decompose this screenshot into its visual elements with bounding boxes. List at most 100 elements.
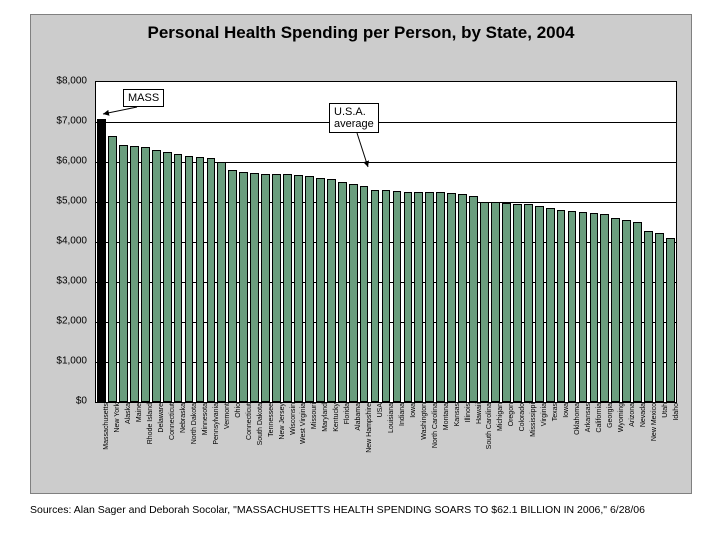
bar xyxy=(436,192,445,402)
gridline xyxy=(96,162,676,163)
y-tick-label: $2,000 xyxy=(56,316,87,327)
x-tick-label: Maryland xyxy=(322,403,329,432)
x-tick-label: Missouri xyxy=(311,403,318,429)
y-tick-label: $0 xyxy=(76,396,87,407)
x-tick-label: Tennessee xyxy=(268,403,275,437)
x-tick-label: Vermont xyxy=(224,403,231,429)
x-tick-label: Rhode Island xyxy=(147,403,154,444)
bar xyxy=(207,158,216,402)
bar xyxy=(360,186,369,402)
bar xyxy=(535,206,544,402)
bar xyxy=(404,192,413,402)
bar xyxy=(546,208,555,402)
gridline xyxy=(96,122,676,123)
x-tick-label: New Jersey xyxy=(279,403,286,440)
x-tick-label: Illinois xyxy=(465,403,472,422)
x-tick-label: Oklahoma xyxy=(574,403,581,435)
bar xyxy=(393,191,402,402)
bar xyxy=(633,222,642,402)
x-tick-label: Delaware xyxy=(158,403,165,433)
bar xyxy=(469,196,478,402)
x-tick-label: North Dakota xyxy=(191,403,198,444)
x-tick-label: Massachusetts xyxy=(103,403,110,450)
bar xyxy=(491,202,500,402)
x-tick-label: Michigan xyxy=(497,403,504,431)
callout-box: U.S.A. average xyxy=(329,103,379,133)
bar xyxy=(644,231,653,402)
bar xyxy=(557,210,566,402)
bar xyxy=(228,170,237,402)
x-tick-label: Arkansas xyxy=(585,403,592,432)
x-tick-label: Georgia xyxy=(607,403,614,428)
y-tick-label: $7,000 xyxy=(56,116,87,127)
bar xyxy=(655,233,664,402)
bar xyxy=(502,203,511,402)
x-tick-label: Oregon xyxy=(508,403,515,426)
x-tick-label: Utah xyxy=(662,403,669,418)
x-tick-label: South Dakota xyxy=(257,403,264,445)
x-tick-label: Montana xyxy=(443,403,450,430)
x-tick-label: Florida xyxy=(344,403,351,424)
bar xyxy=(108,136,117,402)
bar xyxy=(119,145,128,402)
x-tick-label: New York xyxy=(114,403,121,433)
bar xyxy=(261,174,270,402)
x-tick-label: Alaska xyxy=(125,403,132,424)
x-tick-label: Maine xyxy=(136,403,143,422)
bar xyxy=(163,152,172,402)
y-tick-label: $5,000 xyxy=(56,196,87,207)
bar xyxy=(174,154,183,402)
bar xyxy=(294,175,303,402)
bar xyxy=(600,214,609,402)
x-tick-label: Kansas xyxy=(454,403,461,426)
bar xyxy=(152,150,161,402)
page: Personal Health Spending per Person, by … xyxy=(0,0,720,540)
bar xyxy=(480,202,489,402)
bar xyxy=(349,184,358,402)
bar xyxy=(590,213,599,402)
bar xyxy=(568,211,577,402)
x-tick-label: Connecticut xyxy=(169,403,176,440)
x-axis-labels: Massachusetts New York Alaska Maine Rhode Is… xyxy=(95,403,675,489)
bar xyxy=(666,238,675,402)
x-tick-label: Iowa xyxy=(410,403,417,418)
x-tick-label: Nebraska xyxy=(180,403,187,433)
plot-area xyxy=(95,81,677,403)
bar xyxy=(414,192,423,402)
x-tick-label: Virginia xyxy=(541,403,548,426)
bar xyxy=(371,190,380,402)
bar xyxy=(447,193,456,402)
x-tick-label: South Carolina xyxy=(486,403,493,449)
bar xyxy=(579,212,588,402)
x-tick-label: Ohio xyxy=(235,403,242,418)
bar xyxy=(425,192,434,402)
x-tick-label: New Hampshire xyxy=(366,403,373,453)
x-tick-label: Washington xyxy=(421,403,428,440)
bar xyxy=(196,157,205,402)
bar xyxy=(382,190,391,402)
x-tick-label: Arizona xyxy=(629,403,636,427)
x-tick-label: Mississippi xyxy=(530,403,537,437)
x-tick-label: Texas xyxy=(552,403,559,421)
bar xyxy=(97,119,106,402)
x-tick-label: Idaho xyxy=(673,403,680,421)
chart-title: Personal Health Spending per Person, by … xyxy=(31,23,691,43)
bar xyxy=(130,146,139,402)
bar xyxy=(217,162,226,402)
callout-box: MASS xyxy=(123,89,164,107)
bar xyxy=(524,204,533,402)
y-tick-label: $8,000 xyxy=(56,76,87,87)
x-tick-label: New Mexico xyxy=(651,403,658,441)
x-tick-label: Wyoming xyxy=(618,403,625,432)
bar xyxy=(305,176,314,402)
x-tick-label: Alabama xyxy=(355,403,362,431)
x-tick-label: Louisiana xyxy=(388,403,395,433)
bar xyxy=(283,174,292,402)
bar xyxy=(327,179,336,402)
bar xyxy=(239,172,248,402)
x-tick-label: Pennsylvania xyxy=(213,403,220,445)
bar xyxy=(513,204,522,402)
bar xyxy=(316,178,325,402)
x-tick-label: Iowa xyxy=(563,403,570,418)
x-tick-label: USA xyxy=(377,403,384,417)
